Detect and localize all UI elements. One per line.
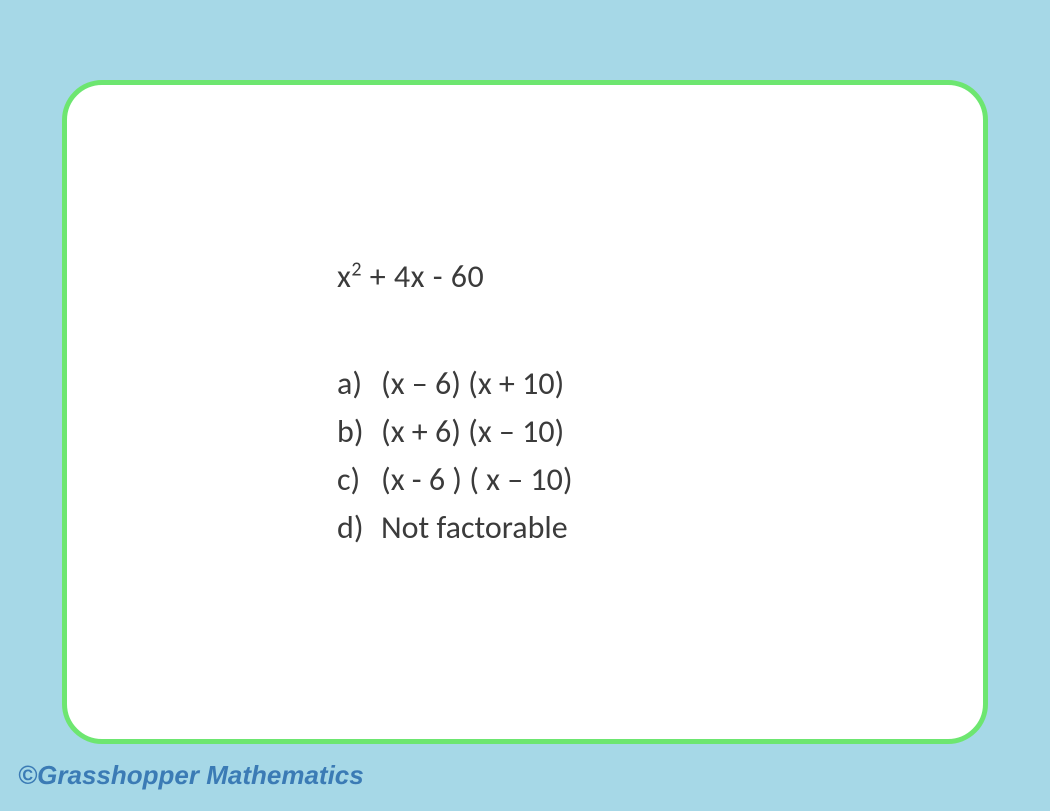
answer-option-d: d) Not factorable	[337, 504, 573, 552]
answer-label: b)	[337, 408, 381, 456]
answer-option-b: b) (x + 6) (x – 10)	[337, 408, 573, 456]
answer-text: (x - 6 ) ( x – 10)	[381, 456, 573, 504]
copyright-text: ©Grasshopper Mathematics	[18, 760, 364, 791]
answer-option-c: c) (x - 6 ) ( x – 10)	[337, 456, 573, 504]
answer-text: (x + 6) (x – 10)	[381, 408, 564, 456]
answer-label: d)	[337, 504, 381, 552]
answer-text: (x – 6) (x + 10)	[381, 360, 564, 408]
answer-text: Not factorable	[381, 504, 568, 552]
question-base: x	[337, 257, 351, 296]
answer-option-a: a) (x – 6) (x + 10)	[337, 360, 573, 408]
question-exponent: 2	[351, 257, 362, 281]
answer-label: a)	[337, 360, 381, 408]
answer-label: c)	[337, 456, 381, 504]
question-rest: + 4x - 60	[362, 257, 484, 296]
answer-list: a) (x – 6) (x + 10) b) (x + 6) (x – 10) …	[337, 360, 573, 552]
question-expression: x2 + 4x - 60	[337, 257, 573, 296]
question-content: x2 + 4x - 60 a) (x – 6) (x + 10) b) (x +…	[337, 257, 573, 552]
question-card: x2 + 4x - 60 a) (x – 6) (x + 10) b) (x +…	[62, 80, 988, 744]
